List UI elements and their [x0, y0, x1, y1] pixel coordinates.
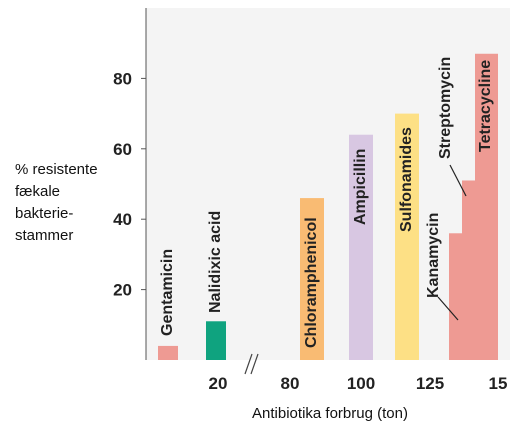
- bar-label-sulfonamides: Sulfonamides: [398, 127, 415, 232]
- x-tick-label: 125: [416, 374, 444, 393]
- y-axis-title-line: % resistente: [15, 161, 98, 178]
- bar-label-nalidixic-acid: Nalidixic acid: [207, 211, 224, 313]
- bar-chloramphenicol: [300, 198, 324, 360]
- y-tick-label: 40: [113, 210, 132, 229]
- x-axis-title: Antibiotika forbrug (ton): [252, 405, 408, 422]
- bar-label-chloramphenicol: Chloramphenicol: [303, 217, 320, 348]
- bar-label-streptomycin: Streptomycin: [437, 57, 454, 159]
- bar-kanamycin: [449, 233, 462, 360]
- axis-break-mark: [244, 353, 253, 375]
- bar-ampicillin: [349, 134, 373, 360]
- bar-gentamicin: [158, 345, 178, 360]
- bar-label-gentamicin: Gentamicin: [159, 249, 176, 336]
- streptomycin-leader-line: [449, 164, 467, 197]
- x-tick-label: 100: [347, 374, 375, 393]
- bar-tetracycline: [475, 53, 498, 360]
- y-tick-label: 20: [113, 281, 132, 300]
- y-axis-title-line: stammer: [15, 227, 73, 244]
- bar-nalidixic-acid: [206, 321, 226, 360]
- y-axis-title-line: bakterie-: [15, 205, 73, 222]
- axis-break-mark: [250, 353, 259, 375]
- bar-label-ampicillin: Ampicillin: [352, 149, 369, 225]
- y-axis-title-line: fækale: [15, 183, 60, 200]
- x-tick-label: 15: [489, 374, 508, 393]
- bar-sulfonamides: [395, 113, 419, 360]
- bar-streptomycin: [462, 180, 475, 360]
- x-tick-label: 20: [209, 374, 228, 393]
- y-tick-label: 80: [113, 69, 132, 88]
- bar-label-kanamycin: Kanamycin: [425, 213, 442, 298]
- kanamycin-leader-line: [437, 296, 459, 321]
- bar-label-tetracycline: Tetracycline: [477, 60, 494, 152]
- y-tick-label: 60: [113, 140, 132, 159]
- x-tick-label: 80: [281, 374, 300, 393]
